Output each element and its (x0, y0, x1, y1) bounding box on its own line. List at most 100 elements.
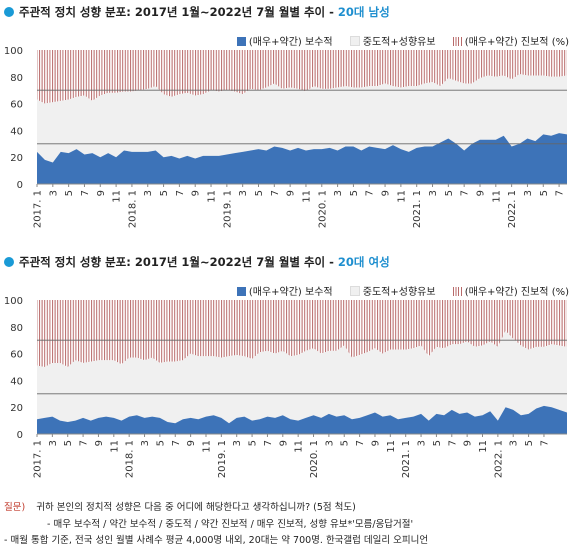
y-tick-label: 60 (10, 100, 23, 111)
x-tick-label: 7 (175, 190, 186, 196)
x-tick-label: 2021. 1 (401, 440, 412, 478)
x-tick-label: 2019. 1 (222, 190, 233, 228)
x-tick-label: 2018. 1 (127, 190, 138, 228)
x-tick-label: 3 (428, 190, 439, 196)
legend-swatch-middle (349, 36, 360, 46)
x-tick-label: 2020. 1 (317, 190, 328, 228)
y-tick-label: 20 (10, 153, 23, 164)
legend-label-progressive: (매우+약간) 진보적 (%) (464, 287, 569, 298)
y-tick-label: 40 (10, 376, 23, 387)
x-tick-label: 5 (64, 190, 75, 196)
legend-swatch-progressive (452, 37, 462, 46)
legend-item-progressive: (매우+약간) 진보적 (%) (452, 33, 569, 48)
x-tick-label: 5 (340, 440, 351, 446)
legend-item-progressive: (매우+약간) 진보적 (%) (452, 283, 569, 298)
chart-title-female: 주관적 정치 성향 분포: 2017년 1월~2022년 7월 월별 추이 - … (4, 254, 390, 270)
footnote-method: - 매월 통합 기준, 전국 성인 월별 사례수 평균 4,000명 내외, 2… (4, 535, 429, 546)
x-tick-label: 5 (63, 440, 74, 446)
x-tick-label: 2022. 1 (507, 190, 518, 228)
x-tick-label: 5 (444, 190, 455, 196)
footnote-label: 질문) (4, 502, 26, 513)
x-tick-label: 3 (48, 440, 59, 446)
y-tick-label: 0 (17, 430, 23, 441)
x-tick-label: 2022. 1 (493, 440, 504, 478)
legend-swatch-conservative (236, 37, 246, 46)
area-conservative (37, 133, 567, 184)
legend-label-progressive: (매우+약간) 진보적 (%) (464, 37, 569, 48)
x-tick-label: 9 (94, 440, 105, 446)
legend-swatch-conservative (236, 287, 246, 296)
x-tick-label: 3 (523, 190, 534, 196)
y-tick-label: 100 (4, 46, 23, 57)
x-tick-label: 2017. 1 (33, 190, 44, 228)
footnote-question-text: 귀하 본인의 정치적 성향은 다음 중 어디에 해당한다고 생각하십니까? (5… (36, 502, 356, 513)
x-tick-label: 5 (159, 190, 170, 196)
x-tick-label: 5 (349, 190, 360, 196)
x-tick-label: 2020. 1 (309, 440, 320, 478)
x-tick-label: 3 (238, 190, 249, 196)
x-tick-label: 11 (491, 190, 502, 203)
x-tick-label: 11 (109, 440, 120, 453)
x-tick-label: 9 (475, 190, 486, 196)
legend-label-middle: 중도적+성향유보 (362, 287, 436, 298)
x-tick-label: 2018. 1 (125, 440, 136, 478)
x-tick-label: 11 (396, 190, 407, 203)
x-tick-label: 2021. 1 (412, 190, 423, 228)
x-tick-label: 7 (80, 190, 91, 196)
x-tick-label: 11 (201, 440, 212, 453)
x-tick-label: 7 (555, 190, 566, 196)
x-tick-label: 11 (294, 440, 305, 453)
chart-title-group: 20대 여성 (337, 255, 390, 269)
legend-swatch-middle (349, 286, 360, 296)
x-tick-label: 7 (355, 440, 366, 446)
x-tick-label: 3 (232, 440, 243, 446)
x-tick-label: 3 (333, 190, 344, 196)
area-middle (37, 74, 567, 163)
x-tick-label: 2019. 1 (217, 440, 228, 478)
legend-label-conservative: (매우+약간) 보수적 (248, 37, 333, 48)
x-tick-label: 7 (263, 440, 274, 446)
x-tick-label: 5 (254, 190, 265, 196)
x-tick-label: 9 (370, 440, 381, 446)
x-tick-label: 9 (463, 440, 474, 446)
footnote-question: 질문) 귀하 본인의 정치적 성향은 다음 중 어디에 해당한다고 생각하십니까… (4, 499, 356, 513)
y-tick-label: 100 (4, 296, 23, 307)
y-tick-label: 20 (10, 403, 23, 414)
footnote-options: - 매우 보수적 / 약간 보수적 / 중도적 / 약간 진보적 / 매우 진보… (47, 519, 414, 530)
chart-title-male: 주관적 정치 성향 분포: 2017년 1월~2022년 7월 월별 추이 - … (4, 4, 390, 20)
legend-item-middle: 중도적+성향유보 (349, 33, 436, 48)
legend-item-conservative: (매우+약간) 보수적 (236, 33, 333, 48)
x-tick-label: 2017. 1 (33, 440, 44, 478)
x-tick-label: 3 (509, 440, 520, 446)
x-tick-label: 3 (324, 440, 335, 446)
x-tick-label: 7 (447, 440, 458, 446)
x-tick-label: 11 (301, 190, 312, 203)
x-tick-label: 11 (207, 190, 218, 203)
x-tick-label: 3 (48, 190, 59, 196)
chart-title-group: 20대 남성 (337, 5, 390, 19)
legend-female: (매우+약간) 보수적 중도적+성향유보 (매우+약간) 진보적 (%) (223, 283, 569, 298)
legend-swatch-progressive (452, 287, 462, 296)
chart-title-main: 주관적 정치 성향 분포: 2017년 1월~2022년 7월 월별 추이 - (19, 255, 338, 269)
x-tick-label: 9 (96, 190, 107, 196)
chart-title-main: 주관적 정치 성향 분포: 2017년 1월~2022년 7월 월별 추이 - (19, 5, 338, 19)
x-tick-label: 9 (278, 440, 289, 446)
x-tick-label: 11 (112, 190, 123, 203)
legend-label-conservative: (매우+약간) 보수적 (248, 287, 333, 298)
x-tick-label: 11 (386, 440, 397, 453)
x-tick-label: 9 (286, 190, 297, 196)
x-tick-label: 7 (539, 440, 550, 446)
x-tick-label: 7 (171, 440, 182, 446)
y-tick-label: 0 (17, 180, 23, 191)
x-tick-label: 5 (248, 440, 259, 446)
x-tick-label: 11 (478, 440, 489, 453)
bullet-dot-icon (4, 7, 14, 17)
x-tick-label: 9 (186, 440, 197, 446)
x-tick-label: 7 (365, 190, 376, 196)
x-tick-label: 5 (432, 440, 443, 446)
y-tick-label: 80 (10, 323, 23, 334)
x-tick-label: 5 (524, 440, 535, 446)
x-tick-label: 7 (460, 190, 471, 196)
x-tick-label: 9 (191, 190, 202, 196)
